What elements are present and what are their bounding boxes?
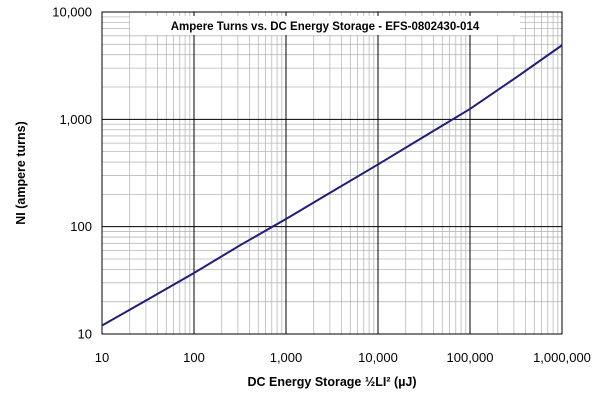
x-tick-label: 1,000 [270,350,303,365]
plot-area-border [101,11,563,335]
series-line [101,44,563,327]
y-tick-label: 100 [70,219,92,234]
x-tick-label: 100 [183,350,205,365]
x-tick-label: 100,000 [447,350,494,365]
y-tick-labels: 10 100 1,000 10,000 [52,5,92,342]
x-tick-label: 10 [95,350,109,365]
y-tick-label: 10 [78,327,92,342]
y-tick-label: 1,000 [59,112,92,127]
grid-minor [102,12,562,334]
series-layer [101,44,563,327]
x-axis-label: DC Energy Storage ½LI² (µJ) [247,375,416,389]
chart-title: Ampere Turns vs. DC Energy Storage - EFS… [171,21,480,33]
y-axis-label: NI (ampere turns) [14,121,28,225]
x-tick-label: 10,000 [358,350,398,365]
x-tick-labels: 10 100 1,000 10,000 100,000 1,000,000 [95,350,591,365]
x-tick-label: 1,000,000 [533,350,591,365]
chart-title-background [130,16,520,35]
y-tick-label: 10,000 [52,5,92,20]
